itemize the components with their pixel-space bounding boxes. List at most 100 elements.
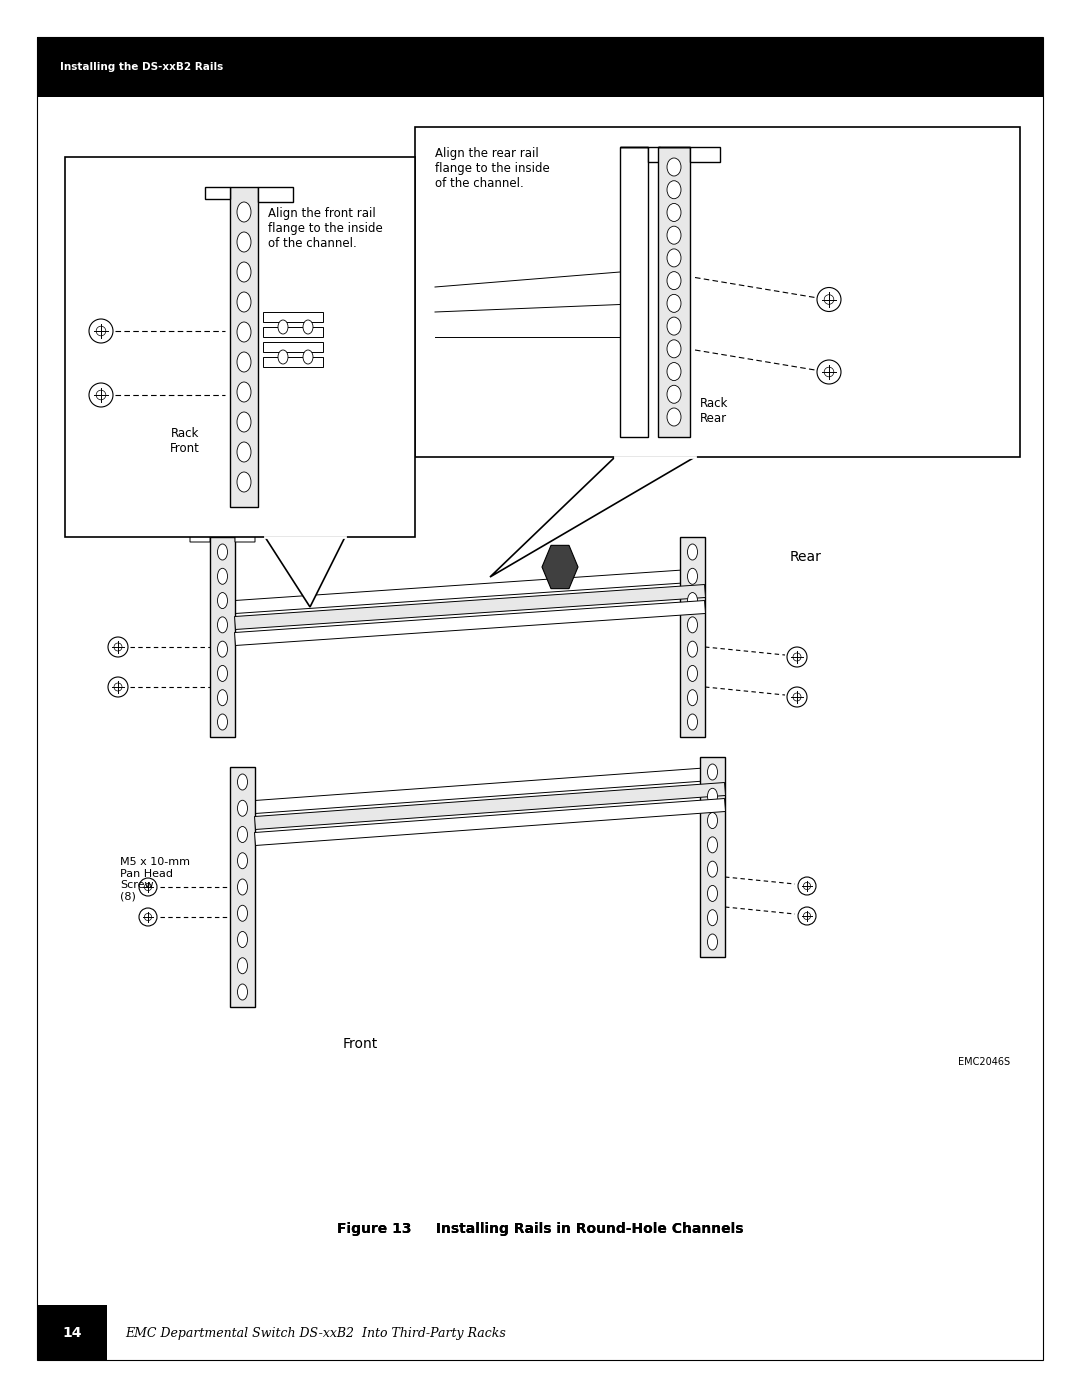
Text: 14: 14 [63, 1326, 82, 1340]
Ellipse shape [688, 641, 698, 657]
Ellipse shape [237, 412, 251, 432]
Ellipse shape [238, 932, 247, 947]
Ellipse shape [217, 569, 228, 584]
Circle shape [816, 360, 841, 384]
Ellipse shape [238, 774, 247, 789]
Ellipse shape [238, 983, 247, 1000]
Text: EMC Departmental Switch DS-xxB2  Into Third-Party Racks: EMC Departmental Switch DS-xxB2 Into Thi… [125, 1327, 505, 1340]
Polygon shape [234, 601, 705, 645]
Circle shape [108, 678, 129, 697]
Polygon shape [658, 147, 720, 162]
Text: Front: Front [342, 1037, 378, 1051]
Text: Installing the DS-xxB2 Rails: Installing the DS-xxB2 Rails [60, 61, 224, 73]
Ellipse shape [278, 320, 288, 334]
Polygon shape [490, 457, 696, 577]
Ellipse shape [707, 813, 717, 828]
Ellipse shape [238, 827, 247, 842]
Text: Rear: Rear [789, 550, 822, 564]
Polygon shape [235, 527, 255, 542]
Text: Rack
Rear: Rack Rear [700, 397, 728, 425]
Bar [415, 127, 1020, 457]
Bar [264, 312, 323, 321]
Circle shape [816, 288, 841, 312]
Circle shape [108, 637, 129, 657]
Polygon shape [190, 527, 210, 542]
Ellipse shape [238, 800, 247, 816]
Ellipse shape [707, 909, 717, 926]
Ellipse shape [688, 617, 698, 633]
Ellipse shape [667, 226, 681, 244]
Bar [680, 536, 705, 738]
Polygon shape [255, 767, 726, 813]
Circle shape [787, 647, 807, 666]
Bar [620, 147, 648, 437]
Ellipse shape [688, 592, 698, 609]
Text: Rack
Front: Rack Front [170, 427, 200, 455]
Circle shape [787, 687, 807, 707]
Ellipse shape [237, 352, 251, 372]
Ellipse shape [217, 543, 228, 560]
Bar [264, 358, 323, 367]
Bar [210, 536, 235, 738]
Ellipse shape [238, 879, 247, 895]
Ellipse shape [667, 204, 681, 222]
Ellipse shape [237, 203, 251, 222]
Ellipse shape [237, 263, 251, 282]
Text: Align the rear rail
flange to the inside
of the channel.: Align the rear rail flange to the inside… [435, 147, 550, 190]
Ellipse shape [667, 249, 681, 267]
Ellipse shape [667, 295, 681, 313]
Ellipse shape [217, 690, 228, 705]
Ellipse shape [667, 363, 681, 380]
Bar [37, 1305, 107, 1361]
Ellipse shape [238, 852, 247, 869]
Ellipse shape [667, 271, 681, 289]
Ellipse shape [217, 592, 228, 609]
Ellipse shape [707, 935, 717, 950]
Ellipse shape [688, 569, 698, 584]
Ellipse shape [667, 408, 681, 426]
Polygon shape [620, 147, 660, 162]
Text: Align the front rail
flange to the inside
of the channel.: Align the front rail flange to the insid… [268, 207, 382, 250]
Ellipse shape [238, 958, 247, 974]
Polygon shape [255, 782, 726, 830]
Bar [700, 757, 725, 957]
Ellipse shape [688, 543, 698, 560]
Text: Figure 13     Installing Rails in Round-Hole Channels: Figure 13 Installing Rails in Round-Hole… [337, 1222, 743, 1236]
Bar [658, 147, 690, 437]
Ellipse shape [688, 690, 698, 705]
Ellipse shape [707, 788, 717, 805]
Ellipse shape [707, 861, 717, 877]
Circle shape [89, 383, 113, 407]
Polygon shape [542, 545, 578, 588]
Circle shape [798, 877, 816, 895]
Bar [230, 187, 258, 507]
Ellipse shape [238, 905, 247, 921]
Text: EMC2046S: EMC2046S [958, 1058, 1010, 1067]
Ellipse shape [217, 665, 228, 682]
Bar [65, 156, 415, 536]
Ellipse shape [667, 317, 681, 335]
Ellipse shape [217, 714, 228, 731]
Ellipse shape [217, 641, 228, 657]
Ellipse shape [278, 351, 288, 365]
Bar [37, 36, 1043, 96]
Bar [264, 327, 323, 337]
Polygon shape [234, 584, 705, 630]
Ellipse shape [688, 714, 698, 731]
Ellipse shape [237, 381, 251, 402]
Circle shape [139, 877, 157, 895]
Text: M5 x 10-mm
Pan Head
Screw
(8): M5 x 10-mm Pan Head Screw (8) [120, 856, 190, 902]
Ellipse shape [688, 665, 698, 682]
Ellipse shape [707, 764, 717, 780]
Bar [230, 767, 255, 1007]
Ellipse shape [707, 837, 717, 852]
Ellipse shape [237, 321, 251, 342]
Ellipse shape [237, 441, 251, 462]
Ellipse shape [217, 617, 228, 633]
Ellipse shape [667, 180, 681, 198]
Text: Figure 13     Installing Rails in Round-Hole Channels: Figure 13 Installing Rails in Round-Hole… [337, 1222, 743, 1236]
Polygon shape [265, 536, 345, 608]
Ellipse shape [667, 339, 681, 358]
Polygon shape [258, 187, 293, 203]
Ellipse shape [667, 386, 681, 404]
